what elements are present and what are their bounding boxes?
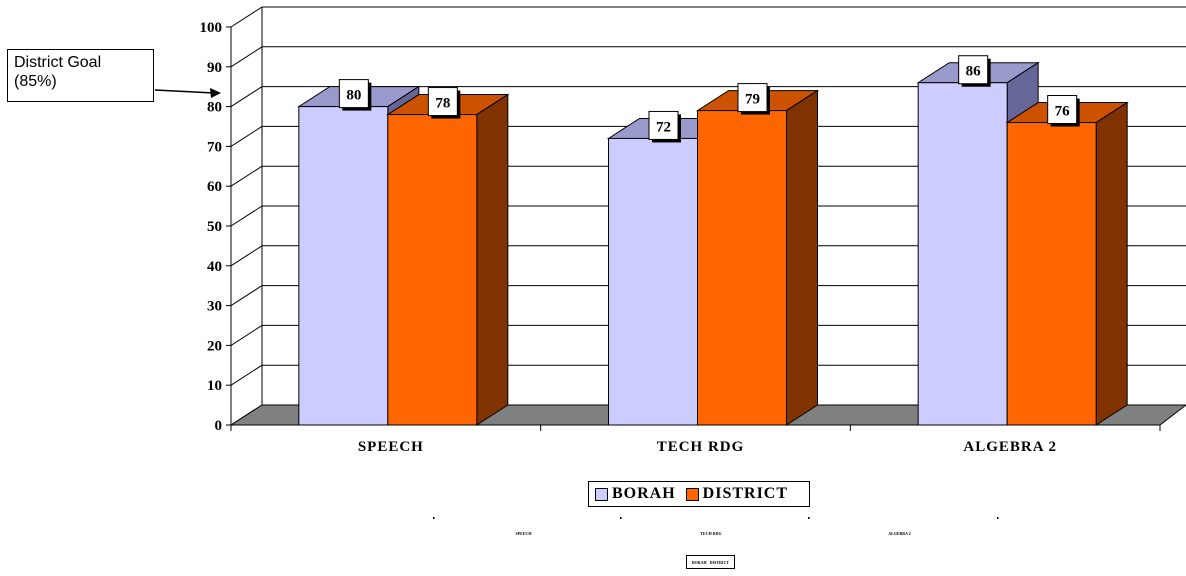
bar-borah-speech — [298, 106, 389, 426]
y-tick-label: 60 — [207, 179, 222, 195]
side-wall-gridline — [230, 245, 263, 267]
y-tick-label: 80 — [207, 100, 222, 116]
x-category-label: TECH RDG — [657, 439, 745, 455]
mini-legend: BORAH DISTRICT — [686, 555, 735, 569]
callout-line-2: (85%) — [14, 73, 57, 90]
callout-arrow-head — [210, 88, 221, 98]
district-goal-callout: District Goal (85%) — [7, 49, 154, 102]
mini-category-label: ALGEBRA 2 — [888, 531, 911, 536]
legend-swatch-borah — [595, 487, 608, 501]
y-tick-label: 0 — [215, 418, 223, 434]
mini-category-label: TECH RDG — [700, 531, 721, 536]
bar-side-district-algebra-2 — [1095, 101, 1128, 426]
bar-district-tech-rdg — [697, 110, 787, 426]
data-label-box-district-algebra-2 — [1047, 95, 1078, 125]
y-tick-label: 50 — [207, 219, 222, 235]
side-wall-gridline — [230, 285, 263, 307]
data-label-box-district-tech-rdg — [737, 83, 768, 113]
data-label-district-speech: 78 — [435, 96, 450, 112]
y-tick-label: 70 — [207, 139, 222, 155]
side-wall-gridline — [230, 6, 263, 28]
data-label-borah-speech: 80 — [346, 88, 361, 104]
chart-legend: BORAH DISTRICT — [588, 481, 810, 507]
data-label-box-district-speech — [427, 87, 458, 117]
bar-district-speech — [387, 114, 478, 426]
mini-legend-district: DISTRICT — [709, 559, 729, 565]
side-wall-gridline — [230, 46, 263, 68]
y-tick-label: 100 — [200, 20, 223, 36]
bar-side-district-speech — [476, 93, 509, 426]
bar-side-district-tech-rdg — [786, 89, 818, 426]
x-category-label: ALGEBRA 2 — [963, 439, 1057, 455]
data-label-borah-algebra-2: 86 — [966, 64, 982, 80]
callout-line-1: District Goal — [14, 54, 102, 71]
legend-item-district: DISTRICT — [685, 485, 789, 503]
y-tick-label: 90 — [207, 60, 222, 76]
callout-arrow-line — [154, 89, 215, 94]
data-label-box-borah-speech — [338, 79, 369, 109]
data-label-borah-tech-rdg: 72 — [656, 119, 671, 135]
side-wall-gridline — [230, 165, 263, 187]
bar-borah-tech-rdg — [608, 137, 698, 426]
side-wall-gridline — [230, 205, 263, 227]
legend-item-borah: BORAH — [595, 485, 676, 503]
y-tick-label: 20 — [207, 338, 222, 354]
x-category-label: SPEECH — [358, 439, 424, 455]
side-wall-gridline — [230, 324, 263, 346]
bar-district-algebra-2 — [1006, 122, 1097, 426]
side-wall-gridline — [230, 364, 263, 386]
y-tick-label: 30 — [207, 299, 222, 315]
side-wall-gridline — [230, 125, 263, 147]
y-tick-label: 40 — [207, 259, 222, 275]
mini-legend-borah: BORAH — [691, 559, 707, 565]
data-label-district-tech-rdg: 79 — [745, 92, 760, 108]
mini-axis-tick — [808, 517, 810, 519]
legend-label-district: DISTRICT — [702, 485, 789, 502]
legend-swatch-district — [685, 487, 699, 501]
data-label-box-borah-tech-rdg — [648, 110, 679, 140]
side-wall-gridline — [230, 86, 263, 108]
mini-axis-tick — [433, 517, 435, 519]
mini-axis-tick — [620, 517, 622, 519]
bar-borah-algebra-2 — [917, 82, 1008, 426]
data-label-district-algebra-2: 76 — [1055, 104, 1071, 120]
y-tick-label: 10 — [207, 378, 222, 394]
mini-axis-tick — [997, 517, 999, 519]
data-label-box-borah-algebra-2 — [958, 55, 989, 85]
mini-category-label: SPEECH — [515, 531, 532, 536]
legend-label-borah: BORAH — [612, 485, 676, 502]
